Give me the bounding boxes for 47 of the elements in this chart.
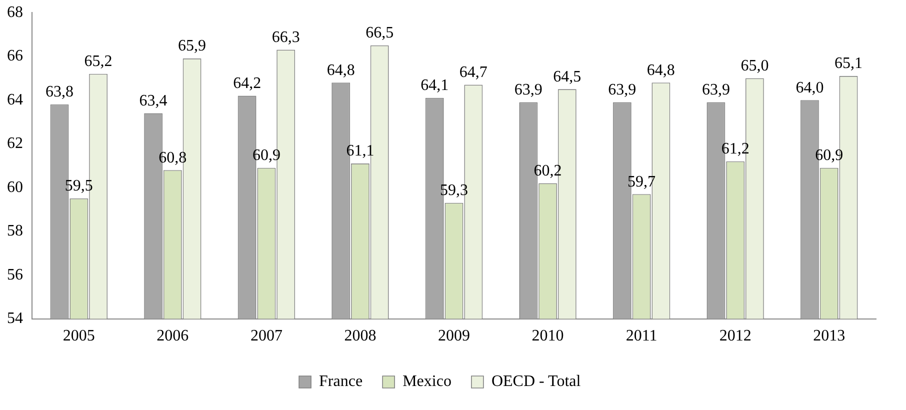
x-tick-label: 2012 (719, 328, 752, 345)
y-tick-label: 64 (7, 91, 23, 108)
data-label: 59,3 (440, 182, 468, 200)
data-label: 66,5 (366, 24, 394, 42)
x-tick-label: 2011 (626, 328, 658, 345)
y-tick-label: 58 (7, 222, 23, 240)
data-label: 64,8 (326, 62, 355, 79)
data-label: 59,7 (628, 173, 656, 190)
data-label: 60,8 (158, 149, 187, 166)
data-label: 60,9 (252, 147, 280, 164)
legend-label: France (319, 373, 363, 390)
legend-label: OECD - Total (491, 373, 582, 390)
data-label: 63,9 (608, 81, 636, 98)
y-tick-label: 56 (7, 266, 23, 284)
x-tick-label: 2005 (62, 328, 95, 345)
y-tick-label: 60 (7, 178, 23, 196)
data-label: 60,2 (534, 162, 562, 180)
data-label: 59,5 (64, 178, 93, 195)
data-label: 64,1 (420, 77, 449, 94)
x-tick-label: 2007 (250, 328, 282, 345)
data-label: 65,2 (84, 53, 112, 70)
data-label: 63,4 (139, 92, 168, 110)
data-label: 65,1 (834, 55, 862, 72)
data-label: 63,8 (46, 84, 74, 101)
data-label: 64,8 (646, 62, 675, 79)
data-label: 61,2 (721, 140, 750, 158)
data-label: 60,9 (815, 147, 844, 164)
x-tick-label: 2008 (344, 328, 376, 345)
data-label: 63,9 (702, 81, 730, 98)
y-tick-label: 62 (7, 135, 23, 152)
data-label: 65,0 (740, 57, 769, 74)
data-label: 64,2 (233, 74, 262, 92)
data-label: 65,9 (178, 38, 206, 55)
data-label: 64,5 (553, 68, 582, 86)
x-tick-label: 2013 (813, 328, 846, 345)
legend-label: Mexico (402, 373, 452, 390)
x-tick-label: 2010 (532, 328, 564, 345)
data-label: 63,9 (514, 81, 542, 98)
y-tick-label: 68 (7, 4, 23, 21)
y-tick-label: 54 (7, 310, 23, 328)
data-label: 64,0 (796, 79, 824, 96)
y-tick-label: 66 (7, 48, 23, 65)
data-label: 61,1 (346, 142, 374, 160)
x-tick-label: 2006 (156, 328, 189, 345)
data-label: 64,7 (459, 64, 488, 81)
x-tick-label: 2009 (438, 328, 470, 345)
data-label: 66,3 (272, 28, 300, 46)
